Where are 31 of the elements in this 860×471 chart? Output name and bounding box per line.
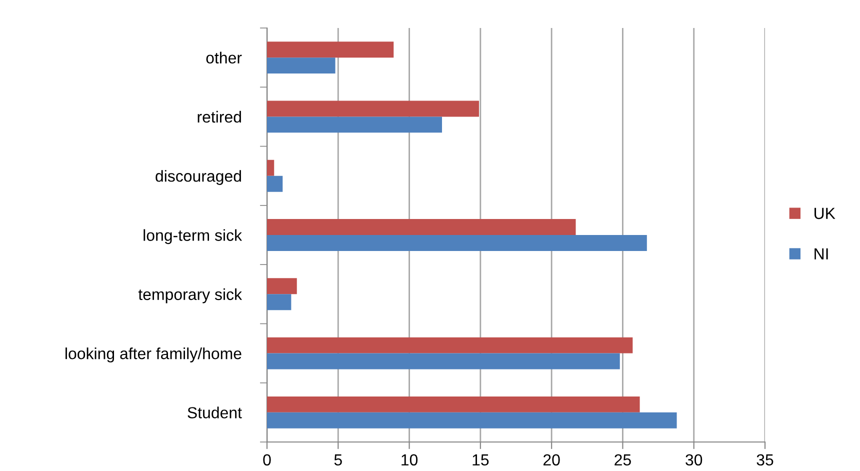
legend-label: UK: [814, 208, 836, 220]
x-tick-label: 15: [472, 454, 489, 466]
bar: [267, 100, 480, 117]
x-tick-label: 10: [402, 454, 418, 466]
bar: [267, 42, 394, 58]
y-tick-label: long-term sick: [144, 229, 242, 244]
x-tick-label: 0: [263, 454, 271, 466]
y-tick-label: looking after family/home: [66, 348, 242, 362]
bar: [267, 116, 442, 133]
bar: [267, 278, 297, 294]
x-tick-label: 5: [334, 454, 342, 466]
bar: [267, 58, 336, 74]
y-tick-label: other: [206, 52, 242, 64]
bar: [267, 353, 620, 370]
bar: [267, 396, 640, 412]
legend-label: NI: [814, 248, 828, 260]
y-tick-label: retired: [198, 110, 241, 123]
x-tick-label: 35: [756, 454, 774, 466]
x-tick-label: 25: [614, 454, 631, 466]
x-tick-label: 30: [686, 454, 702, 466]
bar: [267, 235, 647, 251]
bar: [267, 176, 283, 192]
y-tick-label: temporary sick: [138, 288, 242, 304]
bar: [267, 294, 292, 310]
y-tick-label: discouraged: [156, 170, 241, 185]
x-tick-label: 20: [543, 454, 560, 466]
y-tick-label: Student: [188, 406, 242, 418]
bar: [267, 412, 677, 428]
bar: [267, 160, 274, 176]
bar: [267, 337, 633, 354]
bar: [267, 219, 576, 235]
